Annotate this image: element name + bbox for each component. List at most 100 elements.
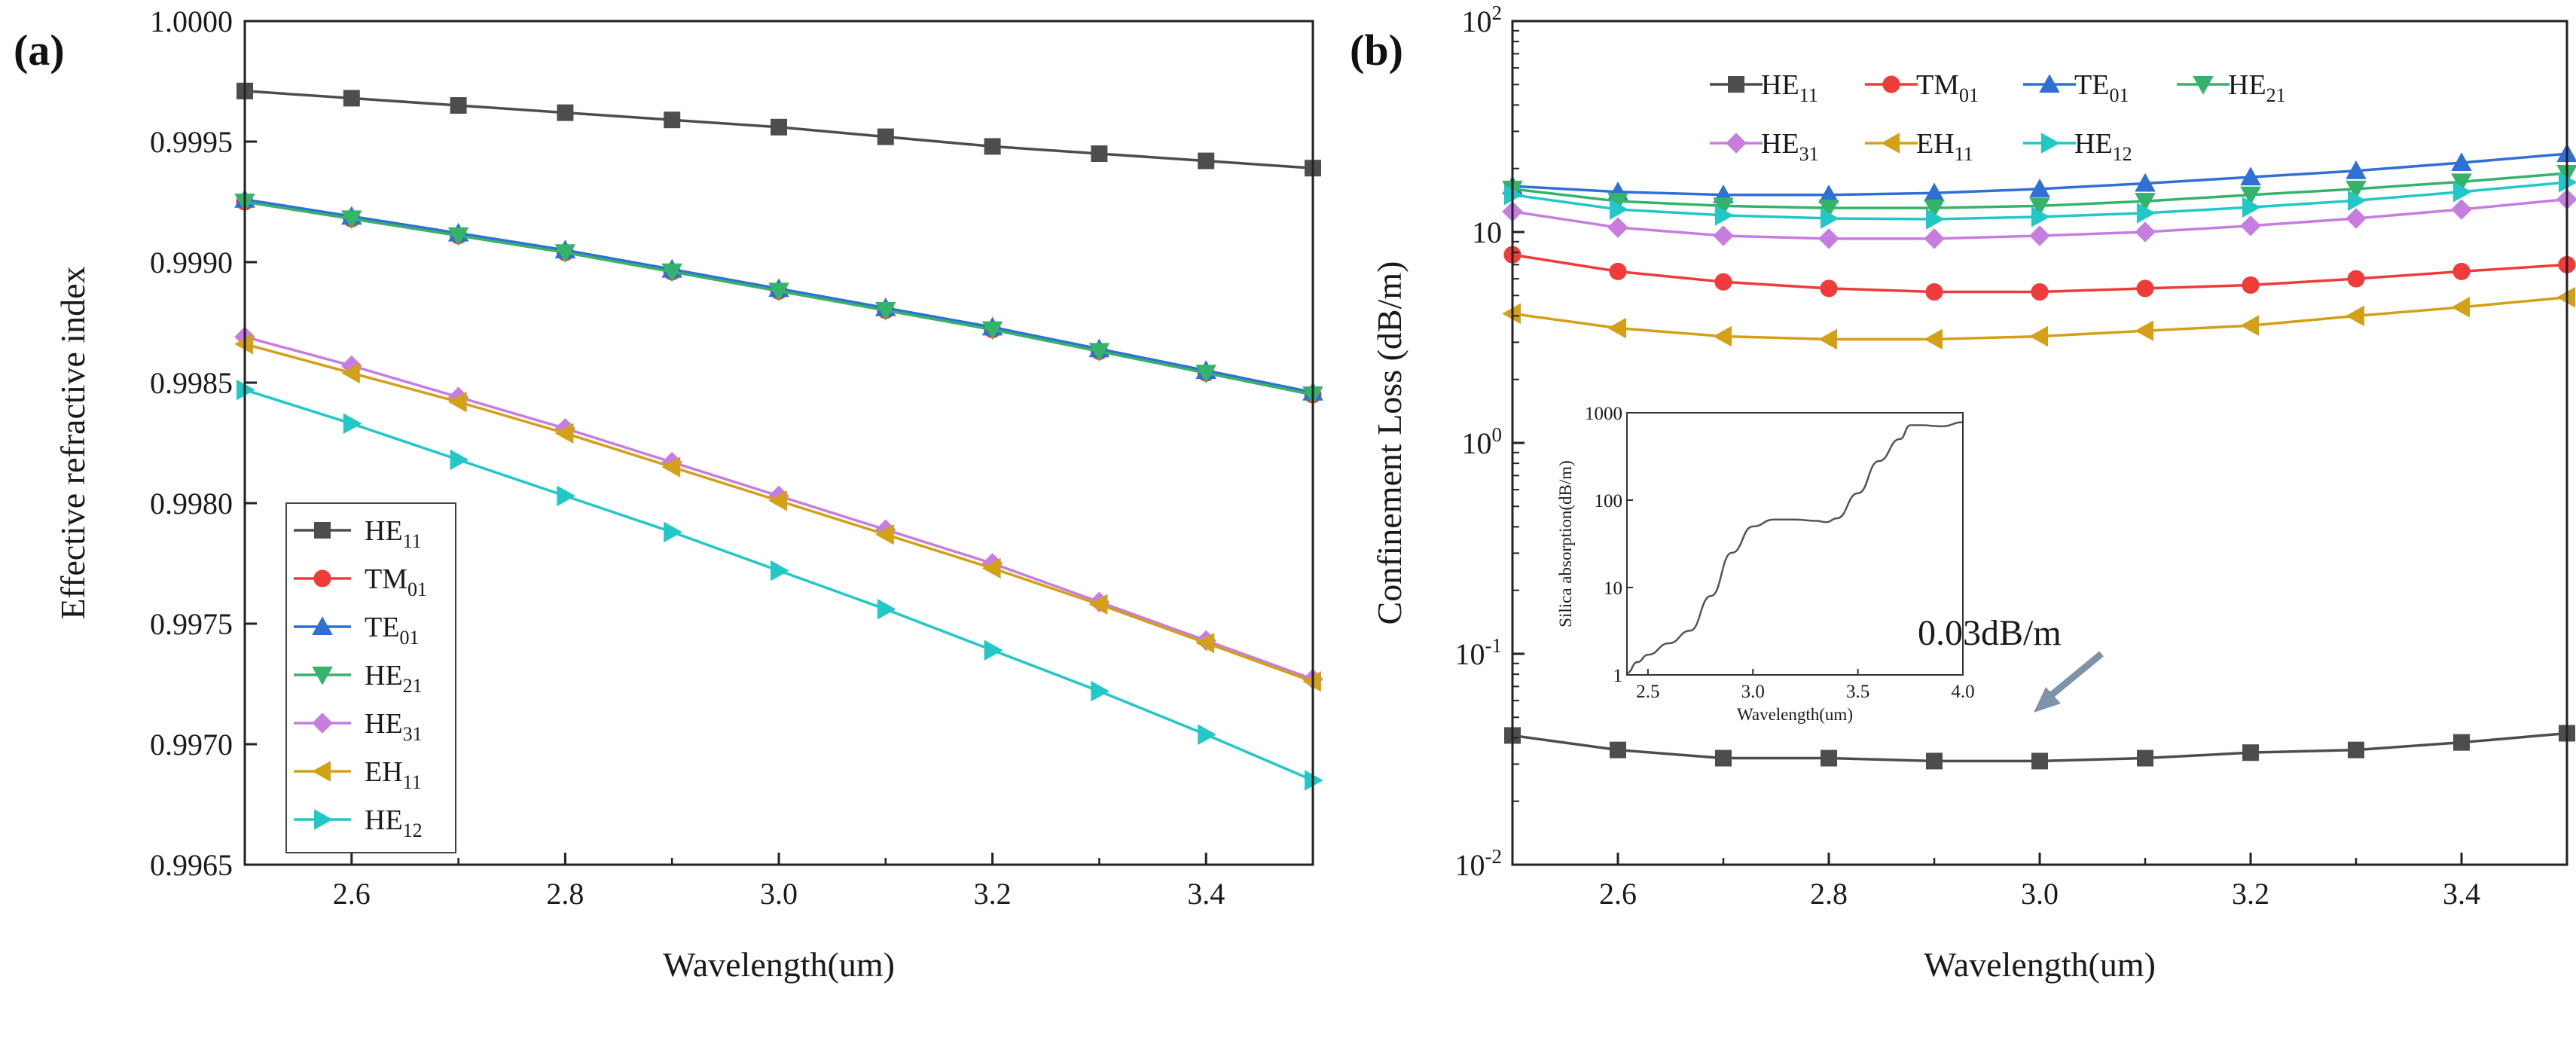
data-point-he21	[768, 282, 789, 302]
legend-marker-eh11	[312, 761, 331, 782]
data-point-eh11	[1924, 328, 1943, 350]
legend-label-he21: HE21	[2228, 69, 2286, 106]
data-point-he31	[2029, 225, 2050, 246]
inset-y-tick-label: 100	[1595, 491, 1623, 511]
data-point-he21	[2346, 180, 2367, 200]
data-point-eh11	[768, 490, 787, 511]
data-point-he21	[981, 321, 1003, 340]
legend-marker-he12	[314, 809, 333, 830]
legend-label-eh11: EH11	[1916, 128, 1973, 165]
data-point-he21	[1924, 200, 1945, 218]
data-point-eh11	[554, 423, 574, 444]
panel-a-ticks: 2.6 2.8 3.0 3.2 3.4 0.9965 0.9970 0.9975 0.9980 0…	[150, 5, 1314, 911]
legend-marker-he11	[1728, 76, 1744, 93]
data-point-he21	[661, 263, 682, 282]
data-point-he11	[557, 104, 574, 121]
legend-marker-tm01	[313, 569, 331, 588]
data-point-te01	[2135, 172, 2156, 192]
y-tick-label: 102	[1462, 2, 1503, 38]
legend-label-he12: HE12	[2074, 128, 2132, 165]
data-point-he11	[877, 128, 894, 145]
data-point-te01	[2346, 160, 2367, 179]
legend-label-he31: HE31	[365, 708, 423, 745]
data-point-he31	[1818, 228, 1839, 249]
x-tick-label: 3.2	[2232, 877, 2269, 911]
inset-background	[1589, 383, 1973, 609]
data-point-eh11	[661, 456, 681, 478]
data-point-he11	[984, 138, 1001, 155]
data-point-eh11	[875, 523, 894, 545]
x-tick-label: 3.4	[1187, 877, 1225, 911]
legend-box	[1704, 56, 2282, 167]
panel-label-a: (a)	[14, 26, 65, 75]
data-point-he11	[2242, 744, 2259, 762]
inset-ticks: 2.5 3.0 3.5 4.0 1 10 100 1000	[1585, 404, 1975, 702]
data-point-eh11	[2346, 305, 2364, 327]
panel-a: (a) 2.6 2.8 3.0 3.2 3.4 0.9965 0.9970 0.9975 0.9…	[14, 5, 1323, 984]
data-point-he21	[1195, 365, 1216, 383]
y-tick-label: 0.9970	[150, 728, 233, 762]
panel-a-legend: HE11 TM01 TE01 HE21 HE31 EH11 HE12	[285, 502, 456, 853]
legend-marker-he11	[314, 522, 331, 539]
panel-label-b: (b)	[1350, 26, 1403, 75]
x-tick-label: 2.8	[1810, 877, 1848, 911]
x-tick-label: 3.4	[2443, 877, 2480, 911]
panel-a-x-axis-label: Wavelength(um)	[663, 945, 895, 984]
inset-y-tick-label: 1000	[1585, 404, 1622, 424]
data-point-he12	[1198, 724, 1216, 745]
inset-x-axis-label: Wavelength(um)	[1737, 705, 1853, 724]
data-point-eh11	[2240, 315, 2259, 336]
data-point-eh11	[447, 391, 467, 413]
x-tick-label: 3.0	[2021, 877, 2059, 911]
data-point-he11	[1715, 749, 1732, 767]
data-point-he21	[2135, 193, 2156, 212]
data-point-tm01	[2452, 262, 2471, 280]
data-point-he12	[2242, 197, 2261, 218]
data-point-he21	[1713, 197, 1734, 217]
panel-a-series	[234, 82, 1323, 791]
data-point-eh11	[1088, 594, 1108, 615]
data-point-he11	[1926, 752, 1943, 770]
legend-marker-he12	[2041, 133, 2060, 154]
data-point-eh11	[1607, 317, 1626, 339]
y-tick-label: 0.9965	[150, 848, 233, 882]
panel-b-series	[1502, 143, 2576, 770]
inset-frame	[1626, 412, 1964, 676]
data-point-he12	[343, 413, 362, 435]
data-point-he31	[1924, 228, 1945, 249]
panel-b-legend: HE11 TM01 TE01 HE21 HE31 EH11 HE12	[1704, 56, 2286, 167]
x-tick-label: 2.6	[333, 877, 371, 911]
legend-label-te01: TE01	[2074, 69, 2129, 106]
inset-y-tick-label: 10	[1604, 578, 1622, 599]
data-point-eh11	[1195, 632, 1215, 654]
data-point-he11	[1821, 749, 1837, 767]
panel-b-inset: 2.5 3.0 3.5 4.0 1 10 100 1000 Wavelength(um) Si…	[1556, 383, 1975, 724]
inset-x-tick-label: 2.5	[1636, 682, 1659, 702]
data-point-tm01	[2242, 276, 2260, 295]
data-point-he12	[2137, 203, 2156, 224]
data-point-eh11	[1818, 328, 1837, 350]
data-point-he12	[1926, 209, 1945, 230]
legend-marker-he31	[1726, 133, 1747, 154]
annotation-arrow-shaft	[2048, 651, 2104, 699]
y-tick-label: 10-2	[1455, 845, 1503, 882]
x-tick-label: 2.6	[1599, 877, 1637, 911]
legend-label-he12: HE12	[365, 804, 423, 841]
y-tick-label: 1.0000	[150, 5, 233, 38]
legend-label-he11: HE11	[365, 515, 422, 552]
legend-marker-he21	[2193, 76, 2214, 95]
data-point-he11	[343, 90, 360, 107]
legend-label-tm01: TM01	[1916, 69, 1979, 106]
data-point-he11	[1091, 145, 1108, 162]
legend-label-he31: HE31	[1761, 128, 1819, 165]
legend-marker-he31	[312, 713, 333, 734]
inset-x-tick-label: 4.0	[1951, 682, 1974, 702]
data-point-eh11	[2029, 325, 2048, 347]
legend-marker-eh11	[1881, 133, 1900, 154]
data-point-te01	[2240, 166, 2261, 186]
data-point-te01	[1924, 182, 1945, 202]
data-point-eh11	[1713, 325, 1732, 347]
data-point-he31	[2135, 221, 2156, 243]
data-point-tm01	[1925, 282, 1943, 301]
legend-label-eh11: EH11	[365, 756, 422, 793]
